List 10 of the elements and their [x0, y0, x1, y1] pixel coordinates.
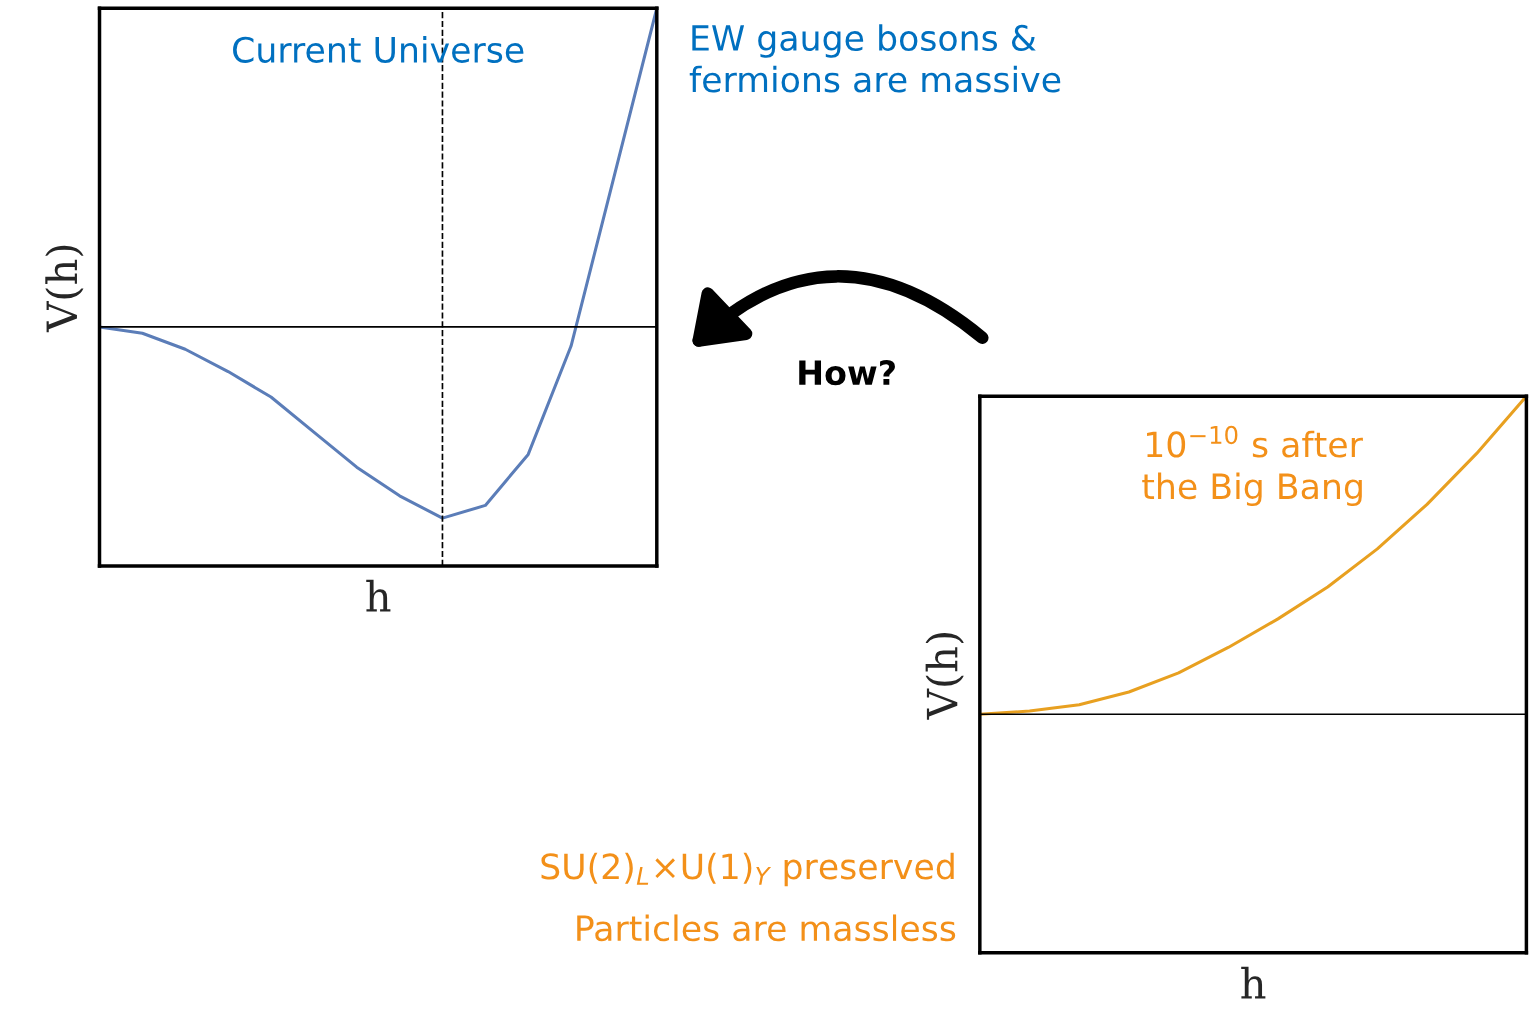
text: Particles are massless [577, 914, 956, 942]
annotation: 10$^{−10}$ s after the Big Bang [1142, 425, 1363, 507]
x-axis-title: h [366, 579, 391, 612]
text: How? [799, 360, 895, 386]
text: EW gauge bosons & fermions are massive [689, 24, 1061, 93]
annotation: Current Universe [233, 36, 524, 63]
x-axis-title: h [1241, 966, 1266, 999]
y-axis-title: V(h) [925, 633, 964, 720]
text: SU(2)$_{L}$×U(1)$_{Y}$ preserved [541, 852, 954, 887]
y-axis-title: V(h) [45, 245, 84, 333]
